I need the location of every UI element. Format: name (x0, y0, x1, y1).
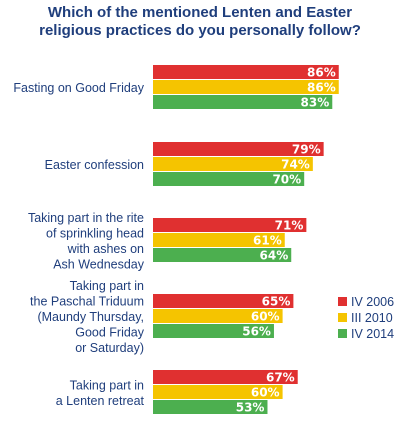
data-label: 71% (275, 219, 304, 233)
bar (153, 309, 283, 323)
data-label: 65% (262, 295, 291, 309)
category-label: or Saturday) (75, 341, 144, 355)
data-label: 53% (236, 401, 265, 415)
bar (153, 400, 268, 414)
data-label: 56% (242, 325, 271, 339)
data-label: 74% (281, 158, 310, 172)
chart-title: Which of the mentioned Lenten and Easter… (0, 4, 400, 40)
bar (153, 142, 324, 156)
legend-label: III 2010 (351, 311, 393, 325)
chart-title-line-1: Which of the mentioned Lenten and Easter (47, 4, 353, 21)
data-label: 86% (307, 66, 336, 80)
bar (153, 248, 292, 262)
category-label: (Maundy Thursday, (37, 310, 144, 324)
data-label: 79% (292, 143, 321, 157)
data-label: 70% (272, 173, 301, 187)
data-label: 64% (260, 249, 289, 263)
category-label: a Lenten retreat (56, 394, 145, 408)
bar (153, 370, 298, 384)
category-label: Easter confession (45, 158, 144, 172)
legend-swatch (338, 297, 347, 306)
legend-swatch (338, 313, 347, 322)
legend-label: IV 2014 (351, 327, 394, 341)
bar (153, 80, 339, 94)
bar (153, 218, 307, 232)
category-label: with ashes on (67, 242, 144, 256)
data-label: 86% (307, 81, 336, 95)
bar (153, 65, 339, 79)
category-label: Taking part in the rite (28, 211, 144, 225)
category-label: Fasting on Good Friday (13, 81, 144, 95)
data-label: 60% (251, 386, 280, 400)
category-label: Ash Wednesday (53, 257, 145, 271)
category-label: Taking part in (70, 279, 144, 293)
legend-label: IV 2006 (351, 295, 394, 309)
data-label: 67% (266, 371, 295, 385)
bar (153, 324, 274, 338)
data-label: 61% (253, 234, 282, 248)
bar (153, 95, 333, 109)
bar (153, 233, 285, 247)
legend-swatch (338, 329, 347, 338)
data-label: 83% (301, 96, 330, 110)
data-label: 60% (251, 310, 280, 324)
bar (153, 294, 294, 308)
bar (153, 385, 283, 399)
bar (153, 172, 305, 186)
category-label: Taking part in (70, 378, 144, 392)
category-label: the Paschal Triduum (30, 295, 144, 309)
category-label: Good Friday (75, 326, 145, 340)
category-label: of sprinkling head (46, 226, 144, 240)
chart-title-line-2: religious practices do you personally fo… (39, 22, 361, 39)
bar (153, 157, 313, 171)
